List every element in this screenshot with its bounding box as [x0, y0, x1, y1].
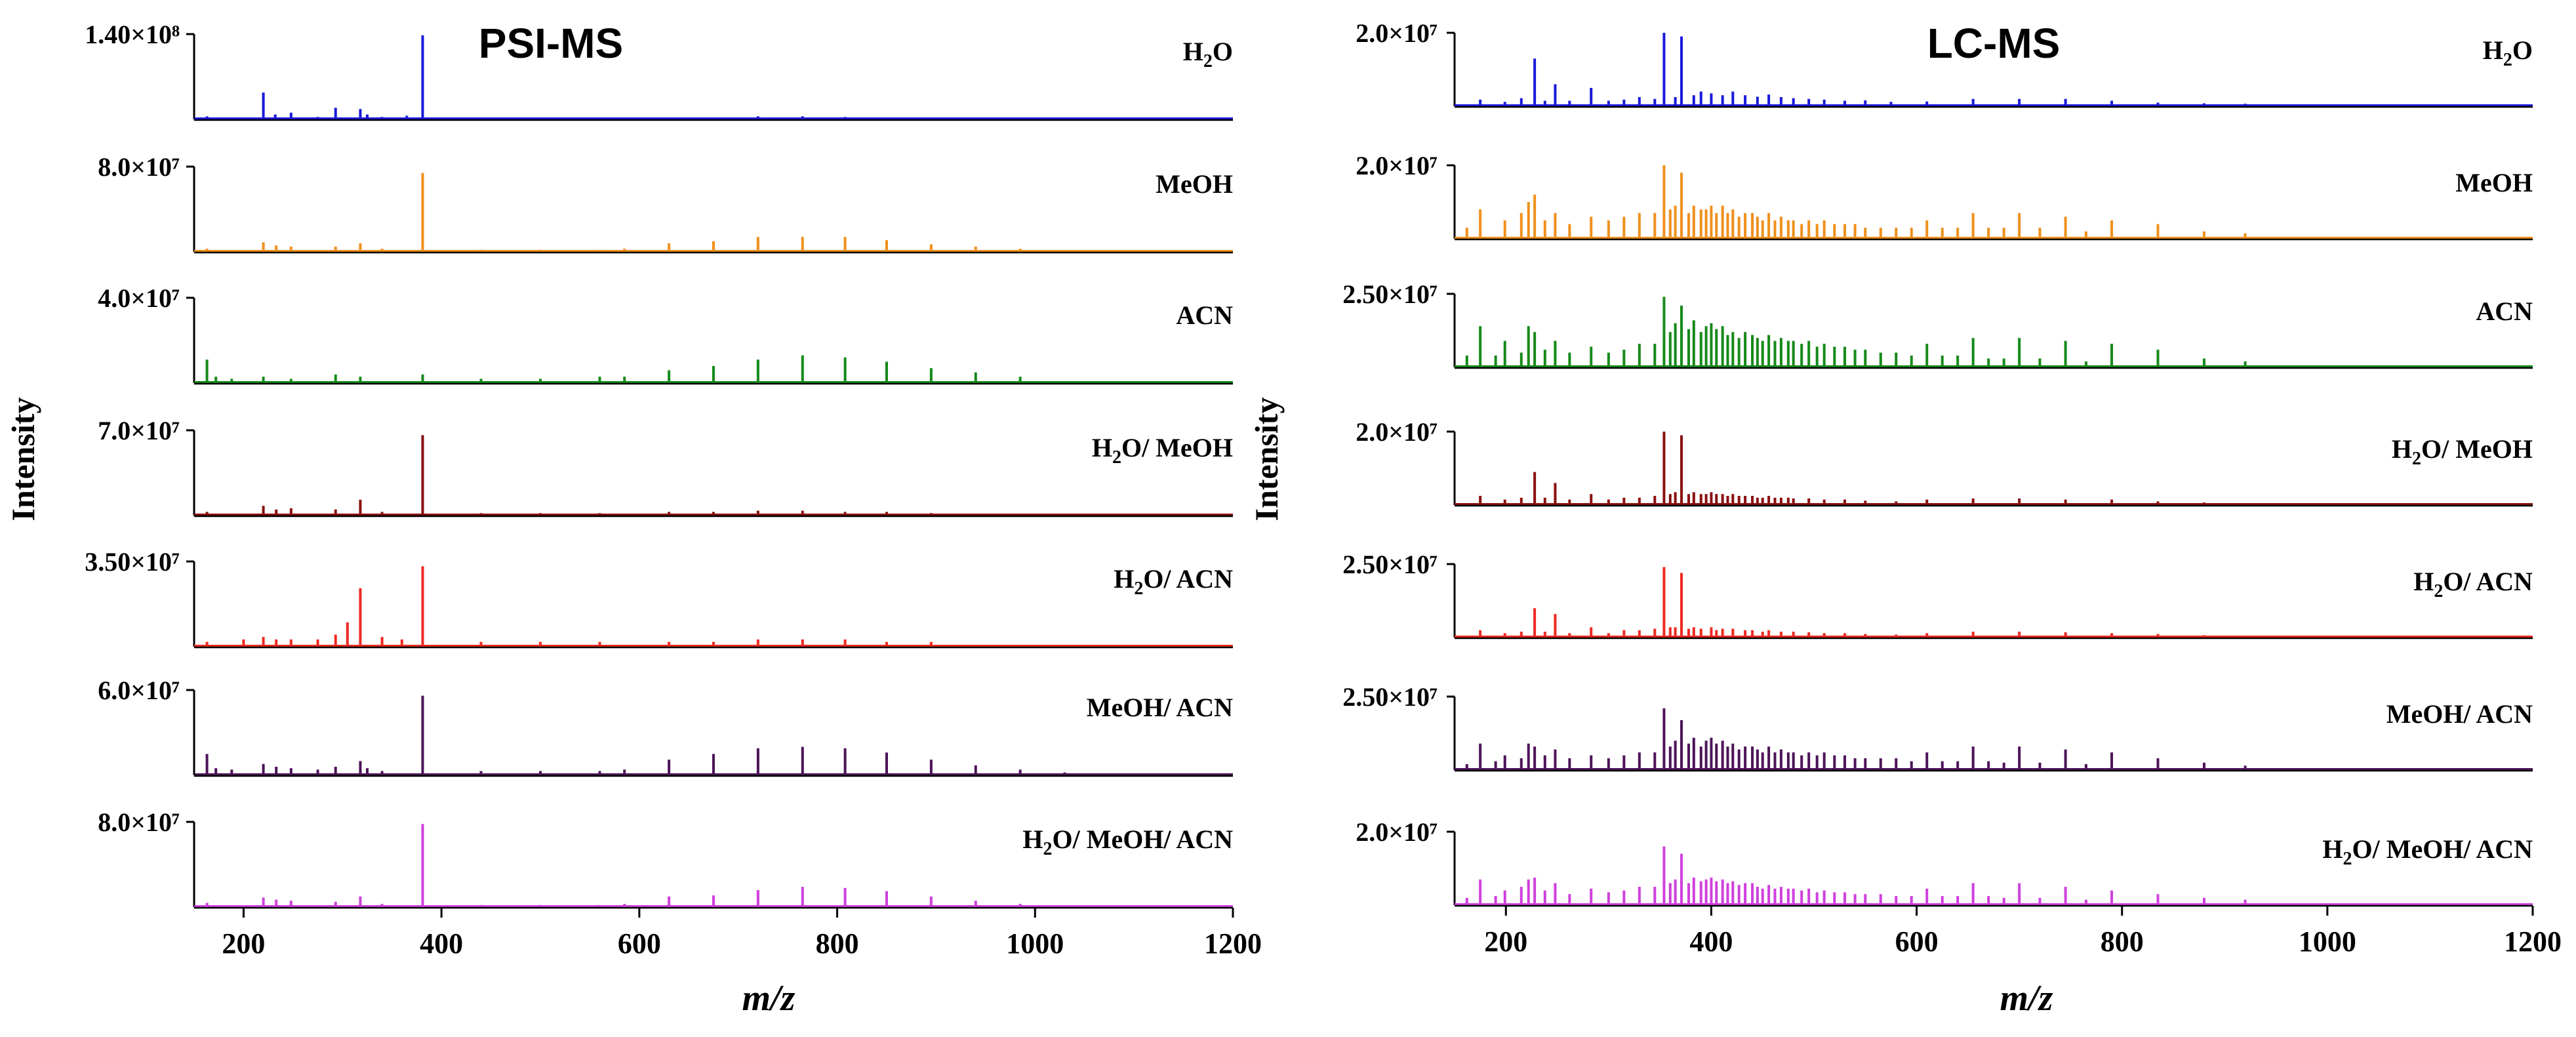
- spectrum-row: 8.0×10⁷ MeOH: [98, 152, 1233, 254]
- spectrum-rows-left: 1.40×10⁸ H2O 8.0×10⁷ MeOH 4.0×10⁷ ACN 7.0×10⁷ H…: [85, 20, 1233, 909]
- y-max-label: 2.50×10⁷: [1342, 279, 1438, 309]
- x-axis-label-right: m/z: [2000, 978, 2053, 1019]
- spectrum-rows-right: 2.0×10⁷ H2O 2.0×10⁷ MeOH 2.50×10⁷ ACN 2.0×10⁷ H…: [1342, 18, 2533, 907]
- spectrum-row: 2.50×10⁷ MeOH/ ACN: [1342, 682, 2533, 772]
- spectrum-row: 2.50×10⁷ H2O/ ACN: [1342, 550, 2533, 640]
- spectrum-row: 3.50×10⁷ H2O/ ACN: [85, 547, 1233, 649]
- x-tick-label: 400: [420, 927, 463, 960]
- spectrum-row: 6.0×10⁷ MeOH/ ACN: [98, 676, 1233, 777]
- series-label: MeOH: [1156, 169, 1233, 199]
- x-tick-label: 600: [1895, 925, 1939, 958]
- y-axis-label-left: Intensity: [5, 397, 41, 521]
- x-tick-label: 1200: [1204, 927, 1262, 960]
- spectrum-row: 7.0×10⁷ H2O/ MeOH: [98, 416, 1233, 518]
- spectrum-row: 2.0×10⁷ H2O/ MeOH: [1356, 417, 2533, 507]
- y-max-label: 1.40×10⁸: [85, 20, 180, 49]
- spectrum-row: 2.0×10⁷ H2O: [1356, 18, 2533, 108]
- x-axis-ticks-left: 200 400 600 800 1000 1200: [222, 908, 1262, 960]
- psi-ms-panel: PSI-MS Intensity m/z 1.40×10⁸ H2O 8.0×10⁷ M…: [5, 20, 1262, 1019]
- series-label: H2O/ ACN: [1114, 564, 1233, 599]
- panel-title-psi-ms: PSI-MS: [479, 20, 623, 67]
- series-label: H2O/ MeOH: [1092, 433, 1233, 468]
- y-max-label: 2.50×10⁷: [1342, 682, 1438, 712]
- y-max-label: 2.0×10⁷: [1356, 18, 1438, 48]
- spectrum-row: 2.0×10⁷ MeOH: [1356, 151, 2533, 241]
- y-max-label: 2.0×10⁷: [1356, 417, 1438, 447]
- y-max-label: 3.50×10⁷: [85, 547, 180, 577]
- spectrum-row: 8.0×10⁷ H2O/ MeOH/ ACN: [98, 807, 1233, 909]
- y-max-label: 8.0×10⁷: [98, 152, 180, 182]
- y-max-label: 4.0×10⁷: [98, 283, 180, 313]
- spectrum-row: 2.0×10⁷ H2O/ MeOH/ ACN: [1356, 817, 2533, 907]
- x-tick-label: 200: [222, 927, 265, 960]
- x-axis-label-left: m/z: [742, 978, 795, 1019]
- y-max-label: 7.0×10⁷: [98, 416, 180, 445]
- x-tick-label: 1200: [2504, 925, 2562, 958]
- y-max-label: 6.0×10⁷: [98, 676, 180, 705]
- series-label: ACN: [1176, 300, 1233, 330]
- x-tick-label: 800: [2101, 925, 2144, 958]
- y-max-label: 2.50×10⁷: [1342, 550, 1438, 579]
- panel-title-lc-ms: LC-MS: [1927, 20, 2061, 67]
- series-label: H2O: [2483, 35, 2533, 70]
- x-tick-label: 600: [618, 927, 661, 960]
- series-label: H2O: [1183, 37, 1233, 71]
- x-tick-label: 1000: [2299, 925, 2356, 958]
- series-label: H2O/ MeOH/ ACN: [2322, 834, 2533, 869]
- x-tick-label: 200: [1484, 925, 1527, 958]
- spectrum-row: 1.40×10⁸ H2O: [85, 20, 1233, 121]
- x-tick-label: 800: [816, 927, 859, 960]
- series-label: MeOH/ ACN: [2386, 699, 2533, 729]
- x-tick-label: 400: [1689, 925, 1733, 958]
- y-max-label: 8.0×10⁷: [98, 807, 180, 837]
- y-max-label: 2.0×10⁷: [1356, 817, 1438, 847]
- series-label: H2O/ MeOH/ ACN: [1022, 824, 1233, 859]
- series-label: ACN: [2476, 296, 2533, 326]
- x-axis-ticks-right: 200 400 600 800 1000 1200: [1484, 906, 2562, 958]
- y-max-label: 2.0×10⁷: [1356, 151, 1438, 180]
- spectrum-row: 4.0×10⁷ ACN: [98, 283, 1233, 385]
- lc-ms-panel: LC-MS Intensity m/z 2.0×10⁷ H2O 2.0×10⁷ MeO…: [1248, 18, 2562, 1019]
- series-label: H2O/ ACN: [2413, 567, 2533, 601]
- series-label: MeOH/ ACN: [1087, 693, 1233, 722]
- y-axis-label-right: Intensity: [1248, 397, 1285, 521]
- spectrum-row: 2.50×10⁷ ACN: [1342, 279, 2533, 369]
- series-label: MeOH: [2455, 168, 2533, 197]
- series-label: H2O/ MeOH: [2392, 434, 2533, 469]
- x-tick-label: 1000: [1006, 927, 1064, 960]
